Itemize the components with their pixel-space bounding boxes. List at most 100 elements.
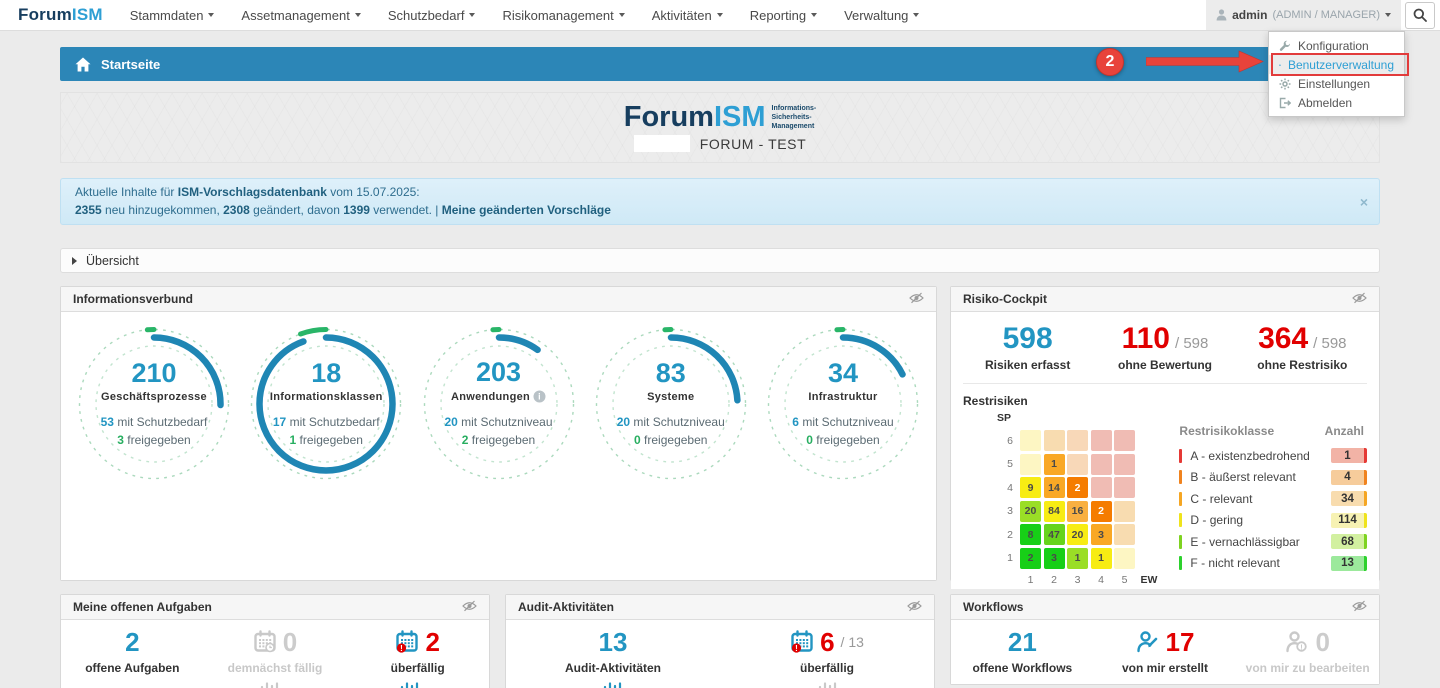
nav-item-reporting[interactable]: Reporting — [750, 8, 818, 23]
risk-matrix-cell[interactable]: 20 — [1067, 524, 1088, 545]
risk-stat-total: / 598 — [1313, 335, 1347, 352]
nav-item-risikomanagement[interactable]: Risikomanagement — [502, 8, 625, 23]
stat-value: 21 — [1007, 627, 1037, 657]
gauge-informationsklassen[interactable]: 18 Informationsklassen 17 mit Schutzbedarf… — [248, 326, 404, 482]
risk-matrix-cell — [1114, 453, 1135, 475]
stat-audit-aktivitäten[interactable]: 13 Audit-Aktivitäten — [506, 626, 720, 688]
gauge-anwendungen[interactable]: 203 Anwendungen i 20 mit Schutzniveau 2 frei… — [421, 326, 577, 482]
users-icon — [1279, 63, 1281, 66]
risk-stat[interactable]: 110 / 598 ohne Bewertung — [1096, 322, 1233, 373]
legend-row[interactable]: C - relevant 34 — [1179, 488, 1367, 510]
eye-slash-icon — [1352, 600, 1367, 611]
nav-item-label: Assetmanagement — [241, 7, 350, 23]
stat-demnächst-fällig[interactable]: 0 demnächst fällig — [204, 626, 347, 688]
risk-matrix-cell[interactable]: 16 — [1067, 500, 1088, 522]
gauge-infrastruktur[interactable]: 34 Infrastruktur 6 mit Schutzniveau 0 freig… — [765, 326, 921, 482]
hide-panel-icon[interactable] — [1352, 292, 1367, 307]
risk-matrix-cell[interactable]: 2 — [1090, 500, 1112, 522]
nav-item-schutzbedarf[interactable]: Schutzbedarf — [388, 8, 476, 23]
nav-item-aktivitäten[interactable]: Aktivitäten — [652, 8, 723, 23]
gauge-geschäftsprozesse[interactable]: 210 Geschäftsprozesse 53 mit Schutzbedarf 3… — [76, 326, 232, 482]
stat-überfällig[interactable]: ! 6 / 13 überfällig — [720, 626, 934, 688]
menu-item-konfiguration[interactable]: Konfiguration — [1269, 36, 1404, 55]
calendar-icon — [254, 630, 276, 653]
nav-item-stammdaten[interactable]: Stammdaten — [130, 8, 215, 23]
risk-stat[interactable]: 364/ 598 ohne Restrisiko — [1234, 322, 1371, 373]
stat-offene-workflows[interactable]: 21 offene Workflows — [951, 626, 1094, 684]
matrix-row-label: 4 — [1007, 481, 1013, 494]
chevron-down-icon — [811, 13, 818, 17]
risk-matrix-cell[interactable]: 20 — [1020, 500, 1041, 522]
menu-item-abmelden[interactable]: Abmelden — [1269, 93, 1404, 112]
legend-count-badge: 68 — [1331, 534, 1367, 550]
my-changed-proposals-link[interactable]: Meine geänderten Vorschläge — [441, 203, 611, 217]
user-icon: ! — [1286, 631, 1308, 653]
stat-von-mir-erstellt[interactable]: 17 von mir erstellt — [1094, 626, 1237, 684]
hide-panel-icon[interactable] — [1352, 600, 1367, 615]
risk-matrix-cell[interactable]: 3 — [1043, 547, 1065, 569]
legend-count-badge: 13 — [1331, 555, 1367, 571]
risk-matrix-cell[interactable]: 1 — [1043, 453, 1065, 475]
gauge-subline1: 6 mit Schutzniveau — [792, 414, 894, 429]
risk-stat-value: 110 — [1121, 322, 1170, 355]
legend-header-count: Anzahl — [1324, 424, 1364, 438]
risk-matrix-cell[interactable]: 2 — [1067, 477, 1088, 498]
matrix-row-label: 1 — [1007, 552, 1013, 564]
risk-matrix-cell[interactable]: 47 — [1043, 524, 1065, 545]
matrix-col-label: 1 — [1027, 574, 1034, 586]
chevron-right-icon — [72, 256, 77, 265]
legend-row[interactable]: A - existenzbedrohend 1 — [1179, 445, 1367, 467]
legend-row[interactable]: F - nicht relevant 13 — [1179, 553, 1367, 575]
risk-stat[interactable]: 598 Risiken erfasst — [959, 324, 1096, 373]
hero-logo-part2: ISM — [713, 101, 766, 133]
gauge-label: Anwendungen i — [451, 390, 546, 403]
matrix-row-label: 6 — [1007, 434, 1013, 447]
risk-matrix-cell[interactable]: 14 — [1043, 477, 1065, 498]
risk-matrix-cell[interactable]: 2 — [1020, 547, 1041, 569]
search-button[interactable] — [1405, 1, 1435, 29]
overview-label: Übersicht — [86, 253, 139, 268]
nav-menu: Stammdaten Assetmanagement Schutzbedarf Ris… — [130, 8, 920, 23]
gauge-value: 203 — [475, 357, 522, 387]
menu-item-label: Einstellungen — [1298, 76, 1371, 91]
risk-matrix-cell[interactable]: 9 — [1020, 477, 1041, 498]
eye-slash-icon — [907, 600, 922, 611]
news-banner: Aktuelle Inhalte für ISM-Vorschlagsdaten… — [60, 178, 1380, 225]
risk-matrix-cell — [1114, 500, 1135, 522]
risk-matrix-cell[interactable]: 1 — [1090, 547, 1112, 569]
nav-item-verwaltung[interactable]: Verwaltung — [844, 8, 920, 23]
risk-matrix-cell[interactable]: 1 — [1067, 547, 1088, 569]
chevron-down-icon — [1385, 13, 1391, 17]
home-icon[interactable] — [75, 57, 91, 72]
close-icon[interactable]: × — [1359, 193, 1368, 210]
banner-count-new: 2355 — [75, 203, 102, 217]
user-menu-button[interactable]: admin (ADMIN / MANAGER) — [1206, 0, 1401, 30]
risk-matrix-cell[interactable]: 3 — [1090, 524, 1112, 545]
risk-stat-value: 364 — [1258, 322, 1309, 355]
gauge-systeme[interactable]: 83 Systeme 20 mit Schutzniveau 0 freigegebe… — [593, 326, 749, 482]
hide-panel-icon[interactable] — [907, 600, 922, 615]
hide-panel-icon[interactable] — [909, 292, 924, 307]
stat-überfällig[interactable]: ! 2 überfällig — [346, 626, 489, 688]
stat-von-mir-zu-bearbeiten[interactable]: ! 0 von mir zu bearbeiten — [1236, 626, 1379, 684]
gauge-value: 34 — [827, 357, 859, 388]
brand-logo[interactable]: ForumISM — [18, 5, 103, 25]
menu-item-einstellungen[interactable]: Einstellungen — [1269, 74, 1404, 93]
gauge-chart — [249, 327, 404, 481]
legend-row[interactable]: D - gering 114 — [1179, 510, 1367, 532]
legend-row[interactable]: E - vernachlässigbar 68 — [1179, 531, 1367, 553]
menu-item-benutzerverwaltung[interactable]: Benutzerverwaltung — [1269, 53, 1409, 76]
stat-offene-aufgaben[interactable]: 2 offene Aufgaben — [61, 626, 204, 688]
risk-matrix-cell — [1043, 430, 1065, 451]
stat-label: offene Aufgaben — [85, 661, 180, 675]
panel-risiko-cockpit: Risiko-Cockpit 598 Risiken erfasst 110/ 59… — [950, 286, 1380, 589]
gauge-chart — [593, 327, 748, 481]
nav-item-assetmanagement[interactable]: Assetmanagement — [241, 7, 361, 23]
legend-row[interactable]: B - äußerst relevant 4 — [1179, 467, 1367, 489]
risk-matrix-cell[interactable]: 8 — [1020, 524, 1041, 545]
overview-toggle[interactable]: Übersicht — [60, 248, 1380, 273]
risk-matrix-cell — [1090, 453, 1112, 475]
chevron-down-icon — [618, 13, 625, 17]
risk-matrix-cell[interactable]: 84 — [1043, 500, 1065, 522]
hide-panel-icon[interactable] — [462, 600, 477, 615]
